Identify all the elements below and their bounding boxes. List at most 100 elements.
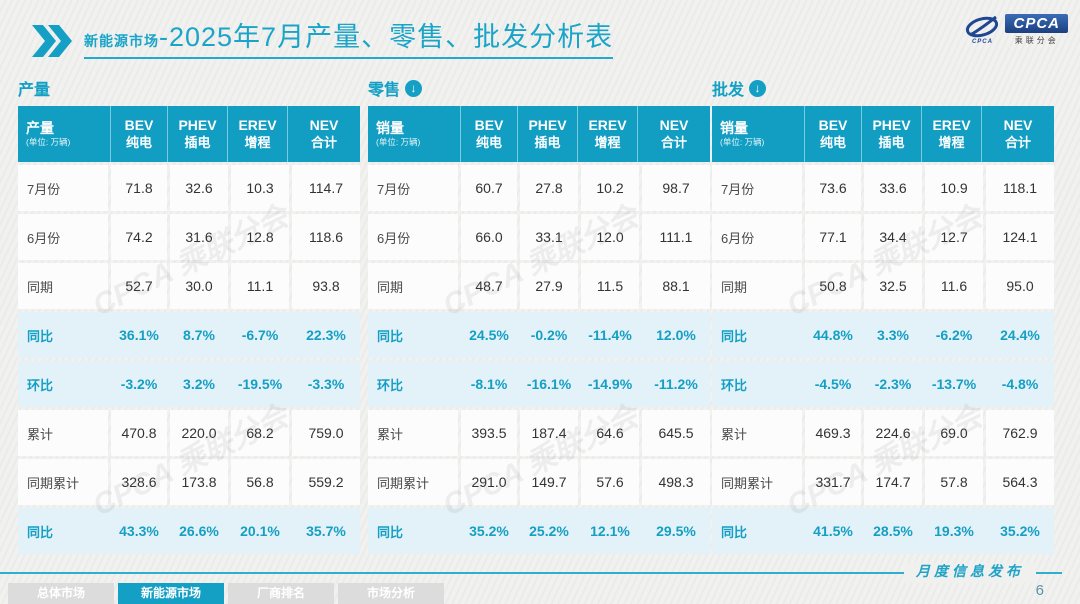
value-cell: 66.0 (461, 214, 517, 260)
value-cell: 35.7% (306, 523, 346, 539)
value-cell: 224.6 (864, 410, 922, 456)
logo-subtitle: 乘联分会 (1014, 36, 1059, 45)
value-cell: 328.6 (111, 459, 167, 505)
value-cell: 11.5 (581, 263, 639, 309)
value-cell: 44.8% (813, 327, 853, 343)
value-cell: -3.2% (120, 376, 158, 392)
table-row: 累计 470.8 220.0 68.2 759.0 (18, 410, 360, 456)
production-panel: 产量 ↓ CPCA 乘联分会 CPCA 乘联分会 产量(单位: 万辆)BEV纯电… (18, 76, 360, 557)
section-header: 批发 ↓ (712, 76, 1054, 100)
value-cell: 52.7 (111, 263, 167, 309)
value-cell: 26.6% (179, 523, 219, 539)
value-cell: 48.7 (461, 263, 517, 309)
value-cell: 174.7 (864, 459, 922, 505)
value-cell: 64.6 (581, 410, 639, 456)
page-title: 新能源市场-2025年7月产量、零售、批发分析表 (84, 22, 614, 60)
swoosh-icon: CPCA (964, 15, 1000, 45)
nav-tab[interactable]: 市场分析 (338, 583, 444, 604)
header-col-en: EREV (588, 117, 627, 134)
wholesale-panel: 批发 ↓ CPCA 乘联分会 CPCA 乘联分会 销量(单位: 万辆)BEV纯电… (712, 76, 1054, 557)
page-title-rest: -2025年7月产量、零售、批发分析表 (159, 22, 614, 52)
publication-label: 月度信息发布 (904, 563, 1036, 583)
value-cell: 220.0 (170, 410, 228, 456)
header-col-en: PHEV (528, 117, 567, 134)
value-cell: -8.1% (470, 376, 508, 392)
table-row: 同比 43.3% 26.6% 20.1% 35.7% (18, 508, 360, 554)
row-label: 环比 (377, 377, 404, 393)
title-bar: 新能源市场-2025年7月产量、零售、批发分析表 (30, 22, 614, 62)
table-row: 环比 -4.5% -2.3% -13.7% -4.8% (712, 361, 1054, 407)
value-cell: 56.8 (231, 459, 289, 505)
value-cell: 111.1 (642, 214, 710, 260)
value-cell: -4.8% (1001, 376, 1039, 392)
page-number: 6 (1035, 582, 1044, 599)
value-cell: 35.2% (469, 523, 509, 539)
value-cell: -0.2% (530, 327, 568, 343)
table-header-cell: PHEV 插电 (167, 106, 227, 162)
retail-table: CPCA 乘联分会 CPCA 乘联分会 销量(单位: 万辆)BEV纯电PHEV插… (368, 106, 710, 554)
row-label: 同期累计 (712, 459, 802, 505)
value-cell: 12.0 (581, 214, 639, 260)
header-col-cn: 增程 (938, 134, 965, 150)
header-col-cn: 纯电 (475, 134, 502, 150)
value-cell: 8.7% (183, 327, 215, 343)
value-cell: 759.0 (292, 410, 360, 456)
value-cell: 24.5% (469, 327, 509, 343)
nav-tab[interactable]: 厂商排名 (228, 583, 334, 604)
table-header-cell: EREV 增程 (577, 106, 637, 162)
section-title: 批发 (712, 82, 745, 99)
table-row: 6月份 77.1 34.4 12.7 124.1 (712, 214, 1054, 260)
value-cell: 69.0 (925, 410, 983, 456)
header-col-cn: 增程 (594, 134, 621, 150)
header-col-cn: 纯电 (819, 134, 846, 150)
value-cell: 71.8 (111, 165, 167, 211)
header-label: 销量 (376, 120, 404, 137)
section-header: 零售 ↓ (368, 76, 710, 100)
value-cell: 187.4 (520, 410, 578, 456)
double-chevron-icon (30, 25, 72, 62)
nav-tab[interactable]: 总体市场 (8, 583, 114, 604)
table-row: 同期累计 331.7 174.7 57.8 564.3 (712, 459, 1054, 505)
table-header-cell: NEV 合计 (981, 106, 1054, 162)
header-col-en: BEV (124, 117, 154, 134)
table-header-cell: PHEV 插电 (517, 106, 577, 162)
value-cell: 98.7 (642, 165, 710, 211)
header-col-cn: 插电 (184, 134, 211, 150)
header-col-en: PHEV (872, 117, 911, 134)
table-header-cell: NEV 合计 (287, 106, 360, 162)
nav-tab[interactable]: 新能源市场 (118, 583, 224, 604)
table-row: 7月份 60.7 27.8 10.2 98.7 (368, 165, 710, 211)
value-cell: 11.6 (925, 263, 983, 309)
row-label: 同比 (27, 328, 54, 344)
row-label: 环比 (27, 377, 54, 393)
value-cell: 12.8 (231, 214, 289, 260)
value-cell: 124.1 (986, 214, 1054, 260)
header-col-en: BEV (474, 117, 504, 134)
value-cell: 32.6 (170, 165, 228, 211)
value-cell: 10.9 (925, 165, 983, 211)
header-col-cn: 合计 (660, 134, 687, 150)
table-header-cell: 销量 (单位: 万辆) (368, 106, 460, 162)
header-col-cn: 增程 (244, 134, 271, 150)
value-cell: 27.8 (520, 165, 578, 211)
row-label: 6月份 (368, 214, 458, 260)
value-cell: 50.8 (805, 263, 861, 309)
value-cell: 31.6 (170, 214, 228, 260)
value-cell: 20.1% (240, 523, 280, 539)
value-cell: 27.9 (520, 263, 578, 309)
table-header-cell: BEV 纯电 (804, 106, 861, 162)
value-cell: 77.1 (805, 214, 861, 260)
row-label: 环比 (721, 377, 748, 393)
row-label: 同比 (721, 328, 748, 344)
row-label: 累计 (18, 410, 108, 456)
value-cell: 3.2% (183, 376, 215, 392)
table-row: 同期累计 291.0 149.7 57.6 498.3 (368, 459, 710, 505)
value-cell: 762.9 (986, 410, 1054, 456)
row-label: 6月份 (712, 214, 802, 260)
header-col-en: BEV (818, 117, 848, 134)
table-header-cell: BEV 纯电 (110, 106, 167, 162)
row-label: 7月份 (712, 165, 802, 211)
value-cell: 331.7 (805, 459, 861, 505)
table-row: 环比 -3.2% 3.2% -19.5% -3.3% (18, 361, 360, 407)
table-row: 同比 35.2% 25.2% 12.1% 29.5% (368, 508, 710, 554)
